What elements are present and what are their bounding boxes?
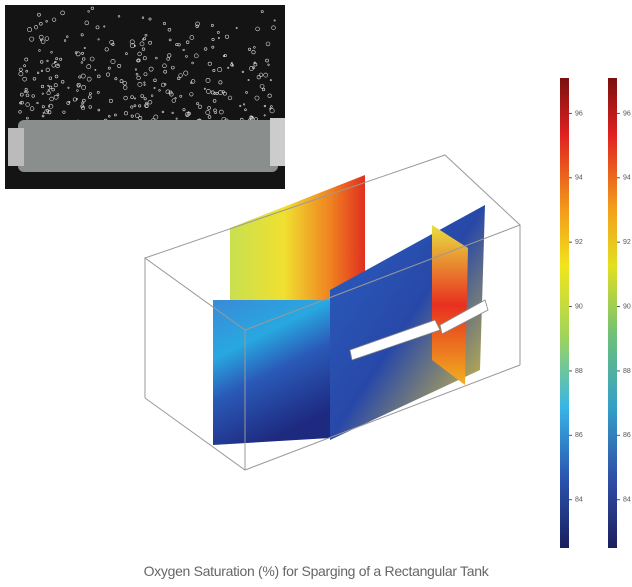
side-slice xyxy=(432,225,468,385)
tick-label: 84 xyxy=(623,497,631,504)
tick-label: 96 xyxy=(623,110,631,117)
colorbar xyxy=(560,78,569,548)
tick-label: 94 xyxy=(575,175,583,182)
tick-label: 86 xyxy=(623,432,631,439)
caption: Oxygen Saturation (%) for Sparging of a … xyxy=(0,563,632,579)
tick-label: 94 xyxy=(623,175,631,182)
tube-end xyxy=(270,118,285,166)
front-slice xyxy=(213,300,330,445)
tube-end xyxy=(8,128,24,166)
tick-label: 92 xyxy=(623,239,631,246)
tick-label: 92 xyxy=(575,239,583,246)
tick-label: 88 xyxy=(623,368,631,375)
tick-label: 90 xyxy=(575,303,583,310)
colorbar xyxy=(608,78,617,548)
sparger-tube xyxy=(18,120,278,172)
tick-label: 88 xyxy=(575,368,583,375)
tick-label: 86 xyxy=(575,432,583,439)
tick-label: 84 xyxy=(575,497,583,504)
tick-label: 96 xyxy=(575,110,583,117)
figure: 84 86 88 90 92 94 96 84 86 88 90 92 94 96 Oxygen Satu… xyxy=(0,0,632,587)
figure-graphics: 84 86 88 90 92 94 96 84 86 88 90 92 94 96 xyxy=(0,0,632,560)
tick-label: 90 xyxy=(623,303,631,310)
